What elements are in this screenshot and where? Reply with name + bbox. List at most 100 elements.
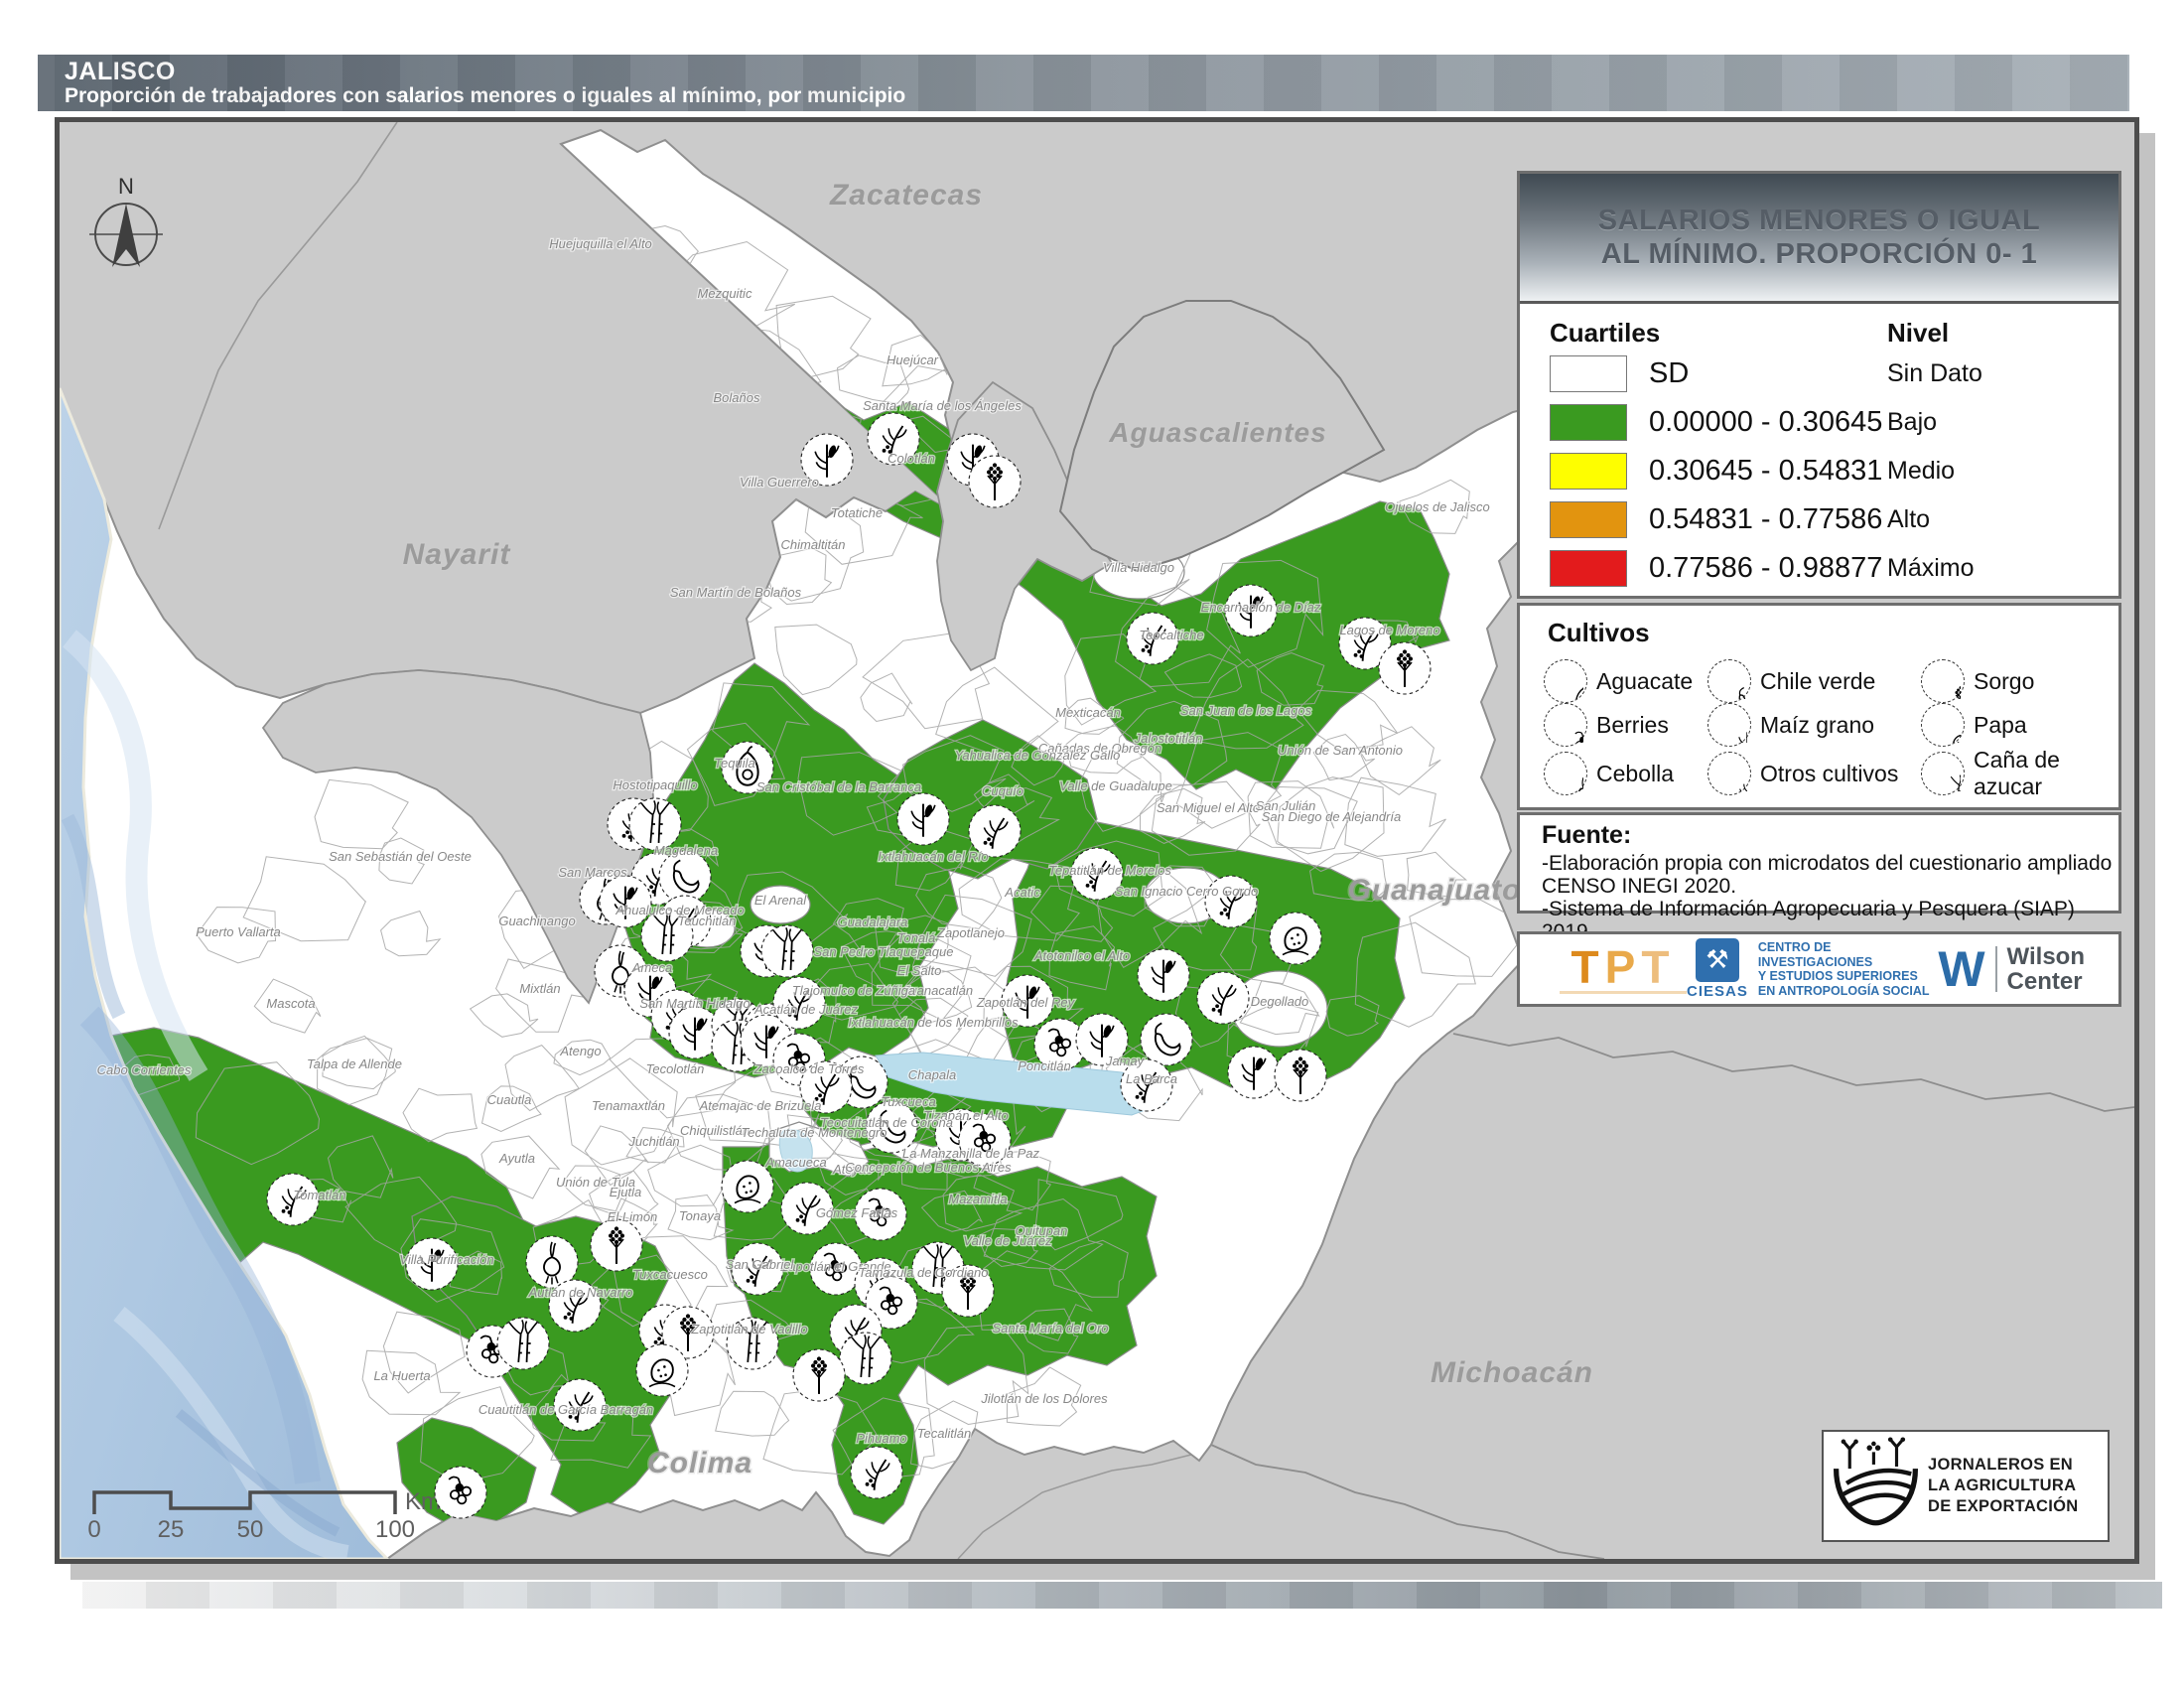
crop-icon-maiz — [1075, 1013, 1129, 1066]
crop-icon-cebolla — [525, 1235, 579, 1289]
compass-rose: N — [89, 174, 163, 267]
municipality-label: Tlajomulco de Zúñiga — [792, 983, 915, 998]
state-label-aguascalientes: Aguascalientes — [1108, 417, 1326, 448]
municipality-label: Magdalena — [654, 843, 718, 858]
page-title: JALISCO — [65, 58, 176, 85]
crop-icon-maiz — [405, 1237, 459, 1291]
scale-tick: 0 — [87, 1516, 100, 1543]
crop-icon-otros — [1120, 1058, 1173, 1112]
legend-swatch — [1550, 500, 1627, 538]
municipality-label: Cuautla — [487, 1092, 532, 1107]
wilson-w-icon: W — [1938, 941, 1985, 997]
scale-tick: 50 — [237, 1516, 264, 1543]
municipality-label: Autlán de Navarro — [528, 1285, 633, 1300]
cultivos-grid: Aguacate Berries Cebolla Chile verde Maíz gr… — [1544, 659, 2111, 799]
crop-icon-papa — [635, 1343, 689, 1397]
crop-icon-otros — [772, 976, 826, 1030]
crop-icon-maiz — [1224, 584, 1278, 637]
legend-swatch — [1550, 549, 1627, 587]
municipality-label: San Marcos — [558, 865, 627, 880]
municipality-label: San Pedro Tlaquepaque — [814, 944, 954, 959]
cultivos-panel: Cultivos Aguacate Berries Cebolla Chile ver… — [1517, 603, 2121, 810]
crop-icon-maiz — [599, 875, 652, 928]
municipality-label: Santa María del Oro — [992, 1321, 1108, 1336]
crop-icon-maiz — [896, 792, 950, 846]
lake-chapala — [875, 1052, 1167, 1116]
legend-row: 0.54831 - 0.77586 Alto — [1550, 500, 2118, 538]
state-border-line — [158, 122, 398, 530]
fuente-line: CENSO INEGI 2020. — [1542, 875, 1737, 898]
ciesas-line: CENTRO DE INVESTIGACIONES — [1757, 940, 1873, 969]
state-label-zacatecas: Zacatecas — [829, 179, 983, 211]
cultivo-item: Chile verde — [1707, 659, 1921, 703]
legend-swatch — [1550, 354, 1627, 392]
crop-icon-cana — [628, 797, 682, 851]
jornaleros-line: JORNALEROS EN — [1928, 1456, 2074, 1474]
legend-row: 0.30645 - 0.54831 Medio — [1550, 452, 2118, 490]
papa-icon — [1921, 703, 1965, 747]
crop-icon-cana — [640, 909, 694, 962]
crop-icon-maiz — [800, 433, 854, 487]
municipality-label: Zapotlán del Rey — [976, 995, 1076, 1010]
cultivo-label: Berries — [1596, 711, 1669, 738]
aguacate-icon — [1544, 659, 1587, 703]
municipality-label: Teuchitlán — [678, 914, 737, 928]
cultivo-item: Caña de azucar — [1921, 747, 2111, 800]
crop-icon-otros — [780, 1182, 834, 1235]
legend-swatch — [1550, 452, 1627, 490]
ciesas-line: EN ANTROPOLOGÍA SOCIAL — [1757, 983, 1930, 998]
municipality-label: San Julián — [1256, 798, 1316, 813]
scale-tick: 100 — [375, 1516, 415, 1543]
municipality-label: Villa Purificación — [399, 1252, 493, 1267]
sayula-lagoon — [778, 1129, 813, 1173]
cultivo-label: Papa — [1974, 711, 2027, 738]
legend-range: SD — [1649, 356, 1690, 389]
municipality-label: Amacueca — [764, 1155, 826, 1170]
legend-swatch — [1550, 403, 1627, 441]
crop-icon-sorgo — [661, 1306, 715, 1359]
municipality-label: Quitupan — [1016, 1223, 1068, 1238]
berries-icon — [1544, 703, 1587, 747]
municipality-label: Bolaños — [714, 390, 760, 405]
aguascalientes-shape — [1058, 300, 1386, 573]
wilson-line1: Wilson — [2006, 943, 2085, 970]
jornaleros-logo-box: JORNALEROS EN LA AGRICULTURA DE EXPORTACIÓ… — [1822, 1430, 2110, 1542]
ciesas-text: CENTRO DE INVESTIGACIONES Y ESTUDIOS SUPE… — [1758, 940, 1938, 998]
ocean-texture — [61, 630, 349, 1559]
municipality-label: Totatiche — [831, 505, 883, 520]
crop-icon-berries — [865, 1276, 918, 1330]
municipality-label: Tuxcacuesco — [632, 1267, 708, 1282]
crop-icon-cana — [726, 1317, 779, 1370]
municipality-label: San Martín de Bolaños — [670, 585, 802, 600]
legend-title: SALARIOS MENORES O IGUAL AL MÍNIMO. PROP… — [1520, 174, 2118, 304]
legend-level: Sin Dato — [1887, 358, 1982, 387]
wilson-divider — [1994, 946, 1997, 992]
ciesas-icon: ⚒ — [1695, 938, 1739, 982]
municipality-label: Guadalajara — [838, 914, 908, 929]
cultivo-label: Chile verde — [1760, 667, 1876, 694]
crop-icon-otros — [553, 1378, 607, 1432]
map-title-bar: JALISCO Proporción de trabajadores con s… — [55, 55, 2129, 111]
crop-icon-sorgo — [968, 455, 1022, 508]
cultivo-label: Maíz grano — [1760, 711, 1875, 738]
crop-icon-otros — [850, 1446, 903, 1499]
cana-icon — [1921, 752, 1965, 795]
municipality-label: Colotlán — [887, 451, 935, 466]
crop-icon-otros — [799, 1060, 853, 1114]
cultivo-label: Sorgo — [1974, 667, 2035, 694]
scale-bar: 0 25 50 100 Km — [87, 1488, 441, 1543]
bottom-gradient-bar — [82, 1582, 2162, 1609]
municipality-label: La Manzanilla de la Paz — [902, 1146, 1040, 1161]
crop-icon-otros — [1126, 612, 1179, 665]
cultivo-label: Caña de azucar — [1974, 747, 2060, 799]
legend-range: 0.30645 - 0.54831 — [1649, 454, 1883, 487]
fuente-title: Fuente: — [1542, 821, 1632, 849]
crop-icon-otros — [1338, 617, 1392, 670]
municipality-label: Tonalá — [897, 930, 936, 945]
municipality-label: Tamazula de Gordiano — [858, 1265, 988, 1280]
state-label-nayarit: Nayarit — [403, 538, 512, 571]
municipality-label: Tuxcueca — [881, 1094, 935, 1109]
cultivo-item: Maíz grano — [1707, 703, 1921, 747]
pacific-ocean — [60, 387, 390, 1559]
municipality-label: Chapala — [908, 1067, 956, 1082]
